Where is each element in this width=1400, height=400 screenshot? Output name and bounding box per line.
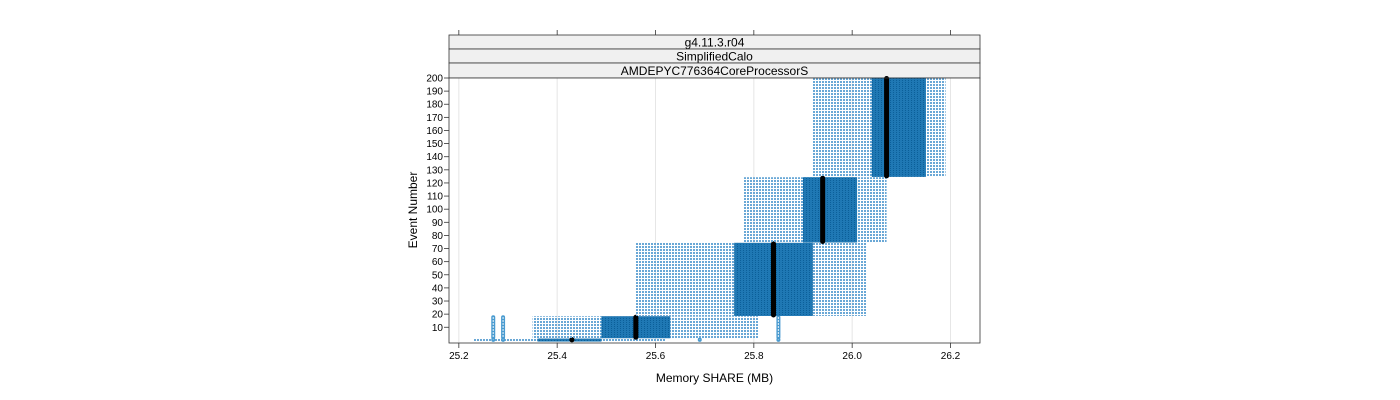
x-axis: 25.2 25.4 25.6 25.8 26.0 26.2 <box>449 30 961 362</box>
y-tick-label: 140 <box>426 152 443 163</box>
x-tick-label: 25.2 <box>449 351 469 362</box>
box-group-3 <box>635 241 867 318</box>
y-axis-title: Event Number <box>406 172 420 249</box>
x-axis-title: Memory SHARE (MB) <box>656 371 773 385</box>
plot-frame <box>448 77 981 344</box>
y-tick-label: 90 <box>432 218 444 229</box>
y-tick-label: 170 <box>426 113 443 124</box>
y-tick-label: 100 <box>426 205 443 216</box>
y-tick-label: 80 <box>432 231 444 242</box>
strip-1-label: g4.11.3.r04 <box>685 36 745 50</box>
x-tick-label: 25.6 <box>646 351 666 362</box>
y-tick-label: 130 <box>426 165 443 176</box>
y-tick-label: 180 <box>426 100 443 111</box>
y-tick-label: 50 <box>432 270 444 281</box>
y-axis: 10 20 30 40 50 60 70 80 90 100 110 120 130 140 150 160 1… <box>426 74 449 334</box>
iqr-box <box>871 77 926 177</box>
boxplots <box>473 76 946 343</box>
box-group-1 <box>473 337 781 343</box>
y-tick-label: 110 <box>427 192 443 203</box>
strip-2: SimplifiedCalo <box>448 48 981 64</box>
strip-3-label: AMDEPYC776364CoreProcessorS <box>621 64 808 78</box>
y-tick-label: 190 <box>426 87 443 98</box>
x-tick-label: 25.4 <box>547 351 567 362</box>
x-tick-label: 26.2 <box>941 351 961 362</box>
box-group-4 <box>744 175 887 244</box>
strip-1: g4.11.3.r04 <box>448 34 981 50</box>
y-tick-label: 160 <box>426 126 443 137</box>
box-group-5 <box>812 76 946 179</box>
strip-3: AMDEPYC776364CoreProcessorS <box>448 62 981 79</box>
strip-2-label: SimplifiedCalo <box>676 50 753 64</box>
x-tick-label: 26.0 <box>842 351 862 362</box>
y-tick-label: 70 <box>432 244 444 255</box>
y-tick-label: 20 <box>432 310 444 321</box>
y-tick-label: 30 <box>432 297 444 308</box>
y-tick-label: 60 <box>432 257 444 268</box>
y-tick-label: 40 <box>432 283 444 294</box>
iqr-box <box>803 177 858 243</box>
y-tick-label: 10 <box>432 323 444 334</box>
y-tick-label: 120 <box>426 178 443 189</box>
y-tick-label: 150 <box>426 139 443 150</box>
box-group-2 <box>491 314 781 340</box>
y-tick-label: 200 <box>426 74 443 85</box>
x-tick-label: 25.8 <box>744 351 764 362</box>
